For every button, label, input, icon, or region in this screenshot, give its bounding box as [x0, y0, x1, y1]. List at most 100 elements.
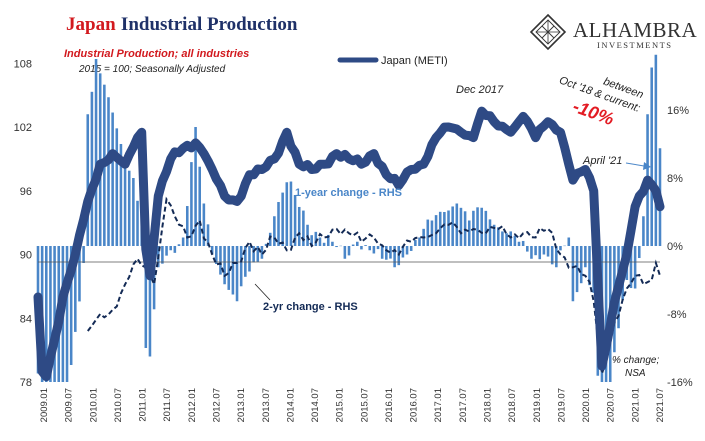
bar	[496, 227, 500, 246]
bar	[459, 207, 463, 246]
bar	[584, 246, 587, 268]
left-tick-label: 102	[14, 122, 32, 134]
dashed-annotation: 2-yr change - RHS	[263, 301, 358, 313]
bar	[94, 59, 98, 246]
bar	[310, 235, 313, 246]
x-tick-label: 2019.01	[532, 388, 543, 422]
pct-note-line1: % change;	[612, 355, 659, 366]
bar	[198, 166, 201, 246]
bar	[231, 246, 235, 295]
title-topic: Industrial Production	[121, 14, 298, 35]
bar	[393, 246, 396, 268]
x-tick-label: 2015.07	[359, 388, 370, 422]
bar	[637, 246, 641, 259]
bar	[538, 246, 542, 260]
bar	[285, 182, 289, 246]
bar	[488, 219, 492, 246]
bar	[430, 220, 434, 246]
bar	[206, 224, 210, 246]
right-tick-label: 8%	[667, 173, 683, 185]
bar	[45, 246, 48, 382]
bar	[484, 210, 488, 246]
x-tick-label: 2012.07	[212, 388, 223, 422]
bar	[438, 211, 442, 246]
x-tick-label: 2011.07	[162, 388, 173, 422]
bar	[260, 246, 264, 259]
bar	[654, 54, 658, 246]
left-tick-label: 108	[14, 58, 32, 70]
bar	[492, 224, 496, 246]
x-tick-label: 2018.01	[483, 388, 494, 422]
x-tick-label: 2020.01	[581, 388, 592, 422]
bar	[364, 245, 367, 246]
bar	[302, 210, 305, 246]
bar	[181, 237, 185, 246]
april-arrowhead	[643, 162, 651, 170]
bar	[331, 241, 334, 246]
x-tick-label: 2016.07	[409, 388, 420, 422]
bar	[215, 246, 218, 264]
bar	[148, 246, 152, 357]
bar	[244, 246, 247, 277]
april-arrow	[625, 162, 645, 167]
bar	[455, 203, 459, 246]
bar	[264, 243, 268, 246]
bar	[123, 159, 127, 246]
bar	[380, 246, 384, 259]
bar	[69, 246, 73, 365]
bar	[223, 246, 226, 285]
bar	[78, 246, 81, 302]
bar	[127, 170, 131, 246]
bar	[604, 246, 608, 382]
japan-ip-line	[33, 106, 665, 382]
x-tick-label: 2020.07	[606, 388, 617, 422]
chart-title: Japan Industrial Production	[66, 14, 298, 35]
bar	[389, 246, 392, 259]
bar	[409, 246, 413, 251]
bar	[281, 192, 284, 246]
bar	[227, 246, 231, 290]
bar	[343, 246, 347, 259]
x-tick-label: 2021.07	[655, 388, 666, 422]
bar	[360, 246, 363, 250]
bar	[405, 246, 409, 255]
left-tick-label: 84	[20, 313, 32, 325]
bar	[521, 240, 525, 246]
bar	[385, 246, 388, 260]
left-tick-label: 90	[20, 250, 32, 262]
bar	[476, 207, 479, 246]
bar	[82, 246, 85, 263]
bar	[65, 246, 69, 382]
x-tick-label: 2017.07	[458, 388, 469, 422]
bars-annotation: 1-year change - RHS	[295, 187, 402, 199]
bar	[530, 246, 533, 259]
subtitle-line1: Industrial Production; all industries	[64, 48, 249, 60]
bar	[252, 246, 255, 263]
bar	[293, 195, 297, 246]
bar	[248, 246, 251, 272]
x-tick-label: 2014.07	[310, 388, 321, 422]
bar	[347, 246, 351, 256]
bar	[356, 241, 359, 246]
bar	[414, 240, 417, 246]
bar	[202, 203, 206, 246]
bar	[351, 244, 355, 246]
bar	[219, 246, 222, 275]
left-axis: 78 84 90 96 102 108	[14, 58, 32, 389]
april-annotation: April '21	[582, 155, 622, 167]
bar	[239, 246, 243, 287]
x-tick-label: 2013.07	[261, 388, 272, 422]
x-tick-label: 2009.07	[64, 388, 75, 422]
x-tick-label: 2010.07	[113, 388, 124, 422]
x-tick-label: 2014.01	[285, 388, 296, 422]
bar	[177, 244, 181, 246]
bar	[111, 112, 114, 246]
bar	[314, 231, 318, 246]
bar	[629, 246, 633, 289]
bar	[235, 246, 239, 302]
bar	[173, 246, 177, 253]
peak-annotation: Dec 2017	[456, 84, 504, 96]
right-tick-label: 0%	[667, 241, 683, 253]
legend-label: Japan (METI)	[381, 55, 448, 67]
